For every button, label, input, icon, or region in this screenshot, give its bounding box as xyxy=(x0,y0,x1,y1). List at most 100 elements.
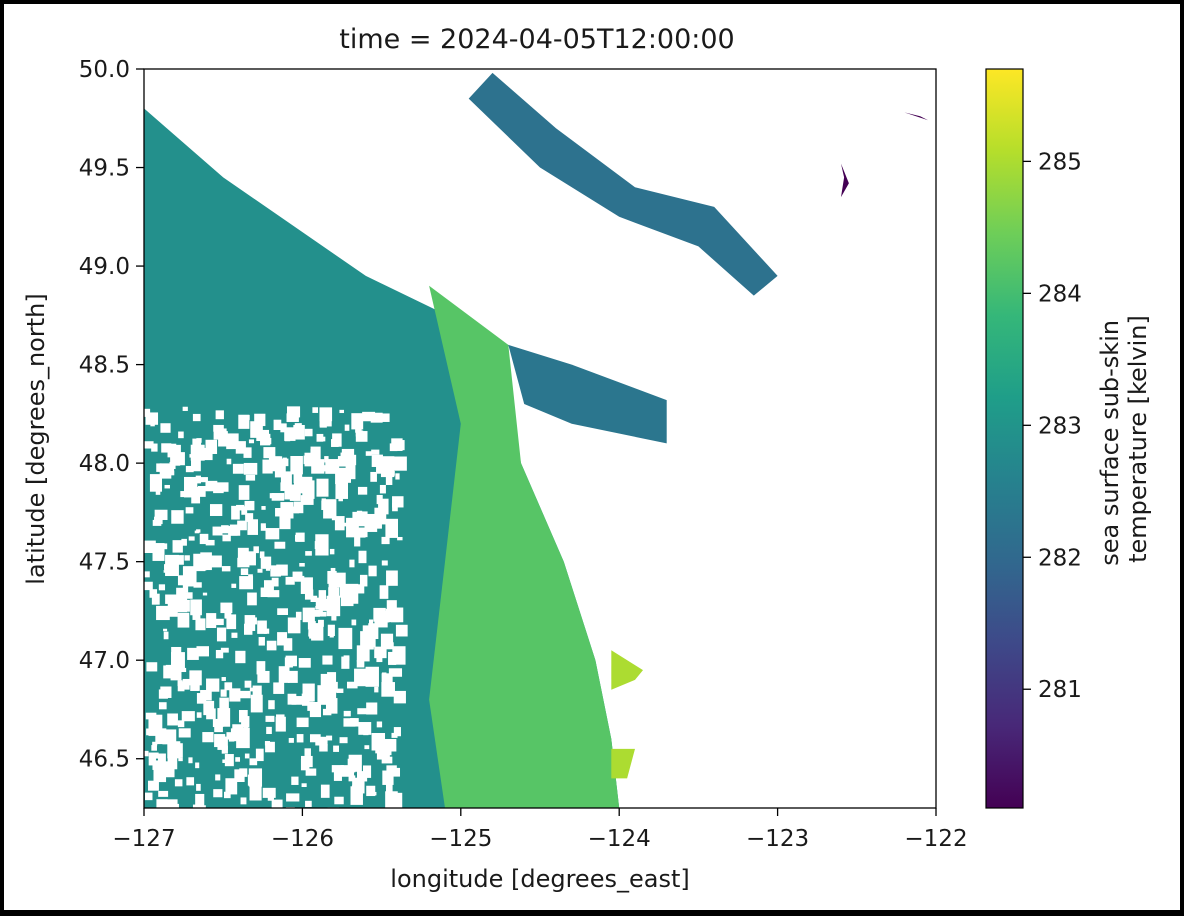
cloud-mask-pixel xyxy=(206,678,220,692)
cloud-mask-pixel xyxy=(148,752,159,759)
cloud-mask-pixel xyxy=(258,637,265,646)
cloud-mask-pixel xyxy=(328,587,340,601)
cloud-mask-pixel xyxy=(224,608,232,618)
cloud-mask-pixel xyxy=(240,797,247,805)
cloud-mask-pixel xyxy=(188,757,193,764)
axes-frame xyxy=(143,68,937,809)
cloud-mask-pixel xyxy=(263,580,274,593)
cloud-mask-pixel xyxy=(149,589,158,598)
cloud-mask-pixel xyxy=(273,682,285,694)
cloud-mask-pixel xyxy=(323,499,337,519)
cloud-mask-pixel xyxy=(288,737,294,743)
cloud-mask-pixel xyxy=(366,702,378,715)
cloud-mask-pixel xyxy=(371,454,383,467)
cloud-mask-pixel xyxy=(370,471,377,482)
cloud-mask-pixel xyxy=(167,757,178,770)
cloud-mask-pixel xyxy=(167,444,181,458)
x-tick-label: −123 xyxy=(746,826,809,852)
y-tick-label: 50.0 xyxy=(79,57,130,83)
cloud-mask-pixel xyxy=(393,690,406,704)
cloud-mask-pixel xyxy=(392,496,404,508)
cloud-mask-pixel xyxy=(393,727,401,737)
coastal-shelf-region xyxy=(429,285,620,808)
cloud-mask-pixel xyxy=(245,513,254,522)
cloud-mask-pixel xyxy=(263,628,270,634)
cloud-mask-pixel xyxy=(254,413,266,427)
cloud-mask-pixel xyxy=(164,468,175,475)
cloud-mask-pixel xyxy=(268,700,275,710)
cloud-mask-pixel xyxy=(388,642,394,648)
cloud-mask-pixel xyxy=(144,792,153,801)
cloud-mask-pixel xyxy=(322,655,333,665)
cloud-mask-pixel xyxy=(331,613,337,621)
cloud-mask-pixel xyxy=(238,776,245,781)
cloud-mask-pixel xyxy=(177,575,189,586)
y-tick-label: 49.5 xyxy=(79,156,130,182)
cloud-mask-pixel xyxy=(191,490,201,504)
cloud-mask-pixel xyxy=(340,765,355,777)
cloud-mask-pixel xyxy=(205,480,218,492)
cloud-mask-pixel xyxy=(327,807,340,808)
cloud-mask-pixel xyxy=(237,557,250,568)
cloud-mask-pixel xyxy=(386,765,397,775)
cloud-mask-pixel xyxy=(387,612,401,622)
cloud-mask-pixel xyxy=(296,717,309,728)
cloud-mask-pixel xyxy=(278,666,290,683)
cloud-mask-pixel xyxy=(310,595,318,602)
cloud-mask-pixel xyxy=(338,497,343,502)
cloud-mask-pixel xyxy=(283,638,293,651)
cloud-mask-pixel xyxy=(327,672,337,685)
cloud-mask-pixel xyxy=(216,627,227,642)
cloud-mask-pixel xyxy=(295,611,302,621)
cloud-mask-pixel xyxy=(238,485,250,500)
cloud-mask-pixel xyxy=(368,565,377,577)
cloud-mask-pixel xyxy=(293,501,304,514)
cloud-mask-pixel xyxy=(310,449,318,459)
cloud-mask-pixel xyxy=(161,443,172,453)
cloud-mask-pixel xyxy=(180,491,185,498)
cloud-mask-pixel xyxy=(226,458,232,465)
cloud-mask-pixel xyxy=(163,734,169,740)
cloud-mask-pixel xyxy=(287,617,301,634)
cloud-mask-pixel xyxy=(277,608,289,615)
cloud-mask-pixel xyxy=(288,670,298,683)
cloud-mask-pixel xyxy=(188,536,195,541)
cloud-mask-pixel xyxy=(248,439,255,444)
cloud-mask-pixel xyxy=(335,481,349,499)
cloud-mask-pixel xyxy=(345,464,356,480)
cloud-mask-pixel xyxy=(255,748,264,762)
cloud-mask-pixel xyxy=(220,647,229,653)
cloud-mask-pixel xyxy=(287,693,297,705)
cloud-mask-pixel xyxy=(300,495,314,505)
cloud-mask-pixel xyxy=(264,437,272,445)
cloud-mask-pixel xyxy=(264,741,271,746)
cloud-mask-pixel xyxy=(245,474,256,481)
cloud-mask-pixel xyxy=(302,607,315,623)
cloud-mask-pixel xyxy=(319,417,332,427)
cloud-mask-pixel xyxy=(238,414,250,429)
cloud-mask-pixel xyxy=(381,673,393,688)
cloud-mask-pixel xyxy=(146,662,158,672)
cloud-mask-pixel xyxy=(300,577,313,594)
cloud-mask-pixel xyxy=(256,661,266,675)
cloud-mask-pixel xyxy=(222,759,227,763)
cloud-mask-pixel xyxy=(236,504,245,511)
cloud-mask-pixel xyxy=(294,423,302,431)
y-tick-label: 49.0 xyxy=(79,254,130,280)
cloud-mask-pixel xyxy=(334,516,345,531)
cloud-mask-pixel xyxy=(350,718,359,727)
cloud-mask-pixel xyxy=(158,753,166,765)
cloud-mask-pixel xyxy=(155,728,167,745)
cloud-mask-pixel xyxy=(196,783,201,791)
cloud-mask-pixel xyxy=(369,619,374,625)
cloud-mask-pixel xyxy=(181,538,187,546)
cloud-mask-pixel xyxy=(246,551,256,566)
georgia-strait-region xyxy=(468,72,778,296)
cloud-mask-pixel xyxy=(261,526,266,530)
colorbar-label-line-2: temperature [kelvin] xyxy=(1124,315,1152,563)
cloud-mask-pixel xyxy=(257,620,267,634)
cloud-mask-pixel xyxy=(280,423,287,433)
cloud-mask-pixel xyxy=(265,741,275,753)
cloud-mask-pixel xyxy=(339,629,352,638)
willapa-bay-region xyxy=(611,748,635,779)
